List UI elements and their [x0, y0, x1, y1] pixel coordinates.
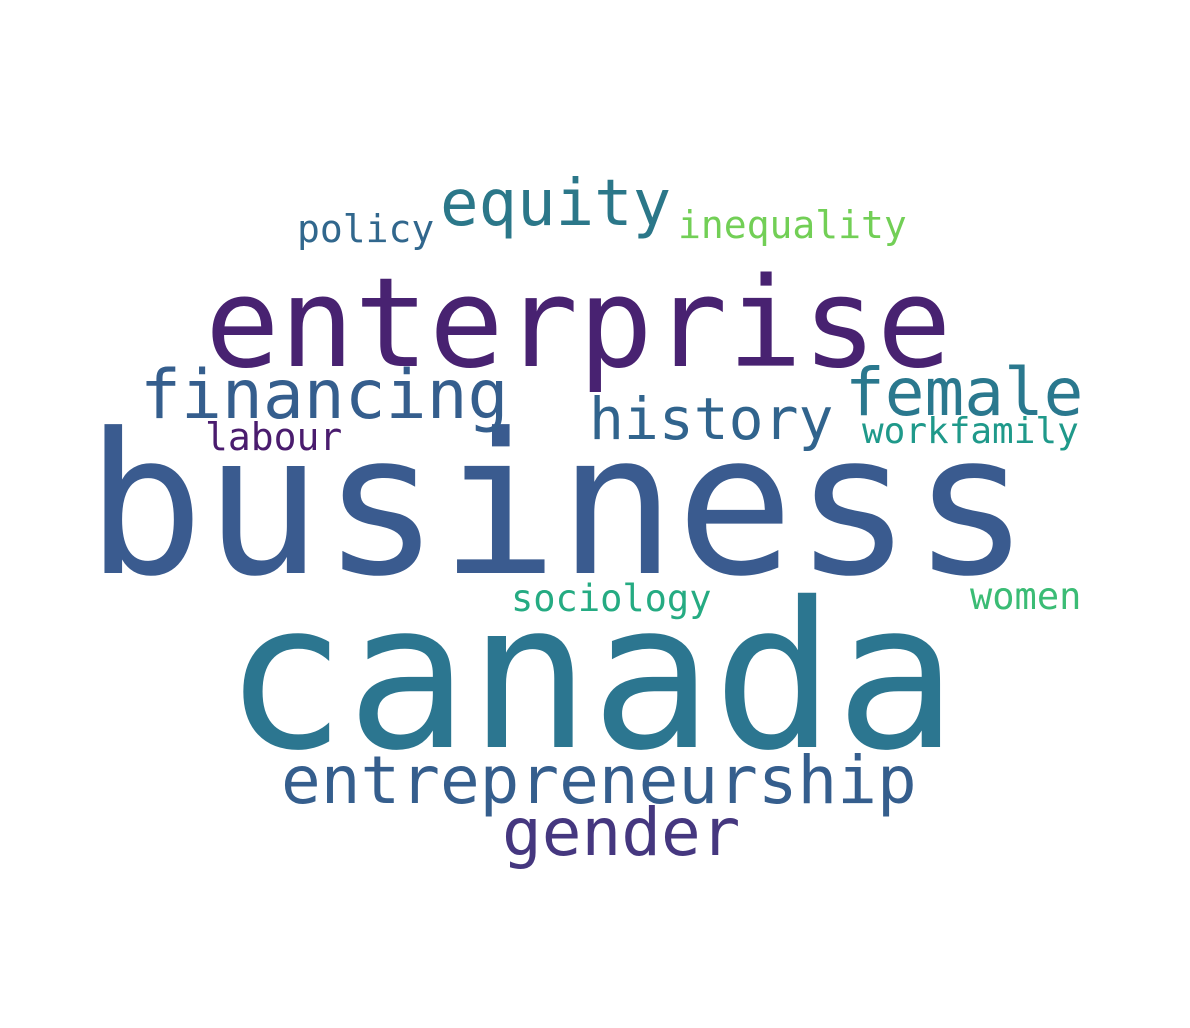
word-enterprise: enterprise	[205, 252, 952, 396]
word-female: female	[845, 354, 1084, 431]
word-gender: gender	[502, 794, 741, 871]
word-policy: policy	[297, 207, 435, 251]
word-canada: canada	[224, 559, 958, 795]
word-entrepreneurship: entrepreneurship	[281, 742, 917, 819]
word-equity: equity	[440, 167, 672, 241]
word-history: history	[589, 385, 834, 453]
word-sociology: sociology	[511, 577, 712, 620]
word-financing: financing	[140, 356, 509, 435]
word-inequality: inequality	[678, 203, 907, 247]
word-workfamily: workfamily	[862, 411, 1079, 452]
word-business: business	[86, 392, 1031, 620]
word-women: women	[970, 575, 1082, 618]
word-labour: labour	[205, 415, 343, 459]
